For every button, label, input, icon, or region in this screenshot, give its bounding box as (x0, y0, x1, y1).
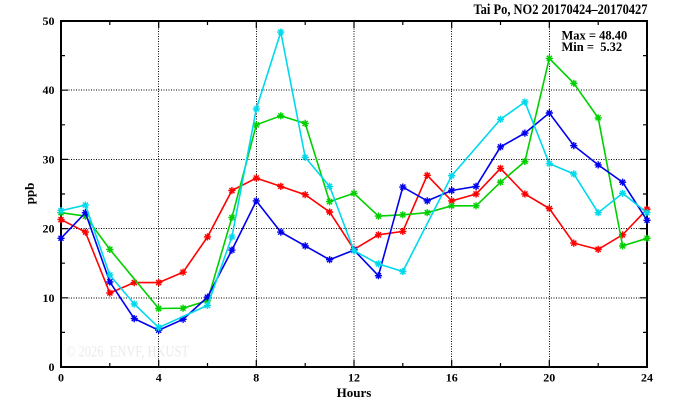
svg-text:Min = 5.32: Min = 5.32 (562, 40, 623, 54)
svg-text:24: 24 (641, 371, 653, 385)
svg-text:10: 10 (43, 291, 55, 305)
svg-text:Tai Po, NO2 20170424–20170427: Tai Po, NO2 20170424–20170427 (474, 2, 648, 18)
svg-text:40: 40 (43, 83, 55, 97)
svg-text:20: 20 (43, 222, 55, 236)
svg-text:Hours: Hours (337, 385, 372, 400)
svg-text:© 2026 ENVF, HKUST: © 2026 ENVF, HKUST (66, 344, 189, 361)
svg-text:0: 0 (49, 360, 55, 374)
svg-text:50: 50 (43, 14, 55, 28)
svg-text:0: 0 (58, 371, 64, 385)
svg-text:16: 16 (446, 371, 458, 385)
svg-text:ppb: ppb (22, 183, 37, 205)
svg-text:4: 4 (156, 371, 162, 385)
svg-text:8: 8 (253, 371, 259, 385)
svg-text:Max = 48.40: Max = 48.40 (562, 29, 628, 43)
svg-text:12: 12 (348, 371, 360, 385)
svg-text:30: 30 (43, 152, 55, 166)
svg-text:20: 20 (543, 371, 555, 385)
